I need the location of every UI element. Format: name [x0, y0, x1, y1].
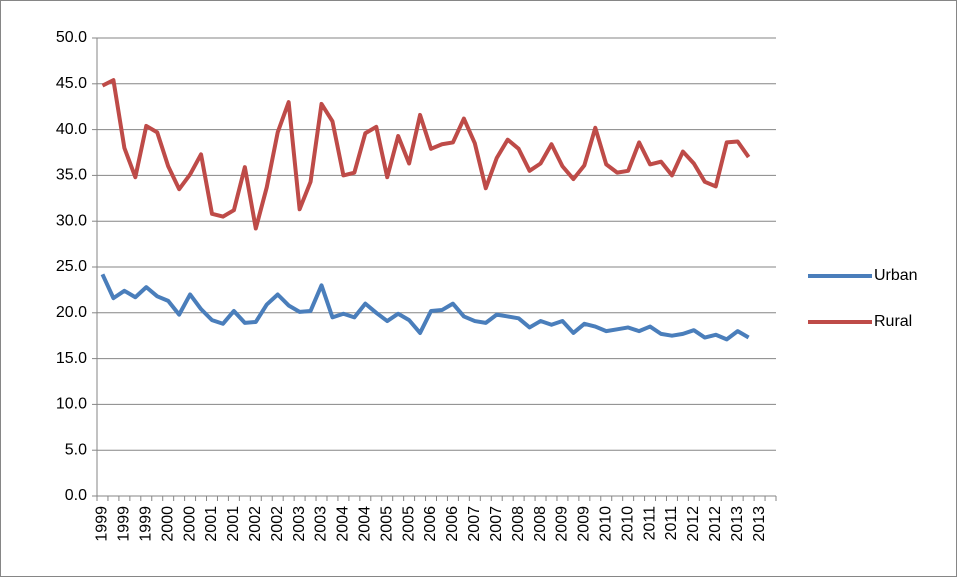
y-tick-label: 10.0: [56, 396, 87, 413]
legend-label: Rural: [874, 313, 912, 330]
x-tick-label: 2004: [335, 506, 352, 542]
x-tick-label: 2008: [532, 506, 549, 542]
x-tick-label: 2007: [488, 506, 505, 542]
x-tick-label: 2002: [269, 506, 286, 542]
x-tick-label: 2001: [225, 506, 242, 542]
x-tick-label: 2010: [597, 506, 614, 542]
x-tick-label: 2012: [685, 506, 702, 542]
x-tick-label: 1999: [116, 506, 133, 542]
x-tick-label: 2001: [203, 506, 220, 542]
x-tick-label: 2011: [663, 506, 680, 541]
y-tick-label: 40.0: [56, 121, 87, 138]
x-tick-label: 2006: [422, 506, 439, 542]
x-tick-label: 2013: [729, 506, 746, 542]
y-tick-label: 25.0: [56, 258, 87, 275]
x-tick-label: 2008: [510, 506, 527, 542]
x-tick-label: 1999: [138, 506, 155, 542]
y-tick-label: 30.0: [56, 212, 87, 229]
x-tick-label: 2006: [444, 506, 461, 542]
series-line: [101, 78, 751, 231]
x-tick-label: 2004: [357, 506, 374, 542]
y-tick-label: 35.0: [56, 167, 87, 184]
x-tick-label: 2010: [619, 506, 636, 542]
x-tick-label: 2009: [554, 506, 571, 542]
x-tick-label: 2009: [576, 506, 593, 542]
x-tick-label: 2003: [313, 506, 330, 542]
x-tick-label: 2011: [641, 506, 658, 541]
x-tick-label: 1999: [94, 506, 111, 542]
x-tick-label: 2000: [181, 506, 198, 542]
x-tick-label: 2000: [159, 506, 176, 542]
y-tick-label: 50.0: [56, 29, 87, 46]
x-tick-label: 2013: [751, 506, 768, 542]
x-tick-label: 2003: [291, 506, 308, 542]
x-tick-label: 2012: [707, 506, 724, 542]
y-tick-label: 20.0: [56, 304, 87, 321]
x-tick-label: 2007: [466, 506, 483, 542]
y-tick-label: 45.0: [56, 75, 87, 92]
x-tick-label: 2005: [378, 506, 395, 542]
y-tick-label: 15.0: [56, 350, 87, 367]
x-tick-label: 2002: [247, 506, 264, 542]
legend-label: Urban: [874, 267, 918, 284]
y-tick-label: 0.0: [65, 487, 87, 504]
x-tick-label: 2005: [400, 506, 417, 542]
y-tick-label: 5.0: [65, 441, 87, 458]
series-line: [100, 273, 750, 342]
